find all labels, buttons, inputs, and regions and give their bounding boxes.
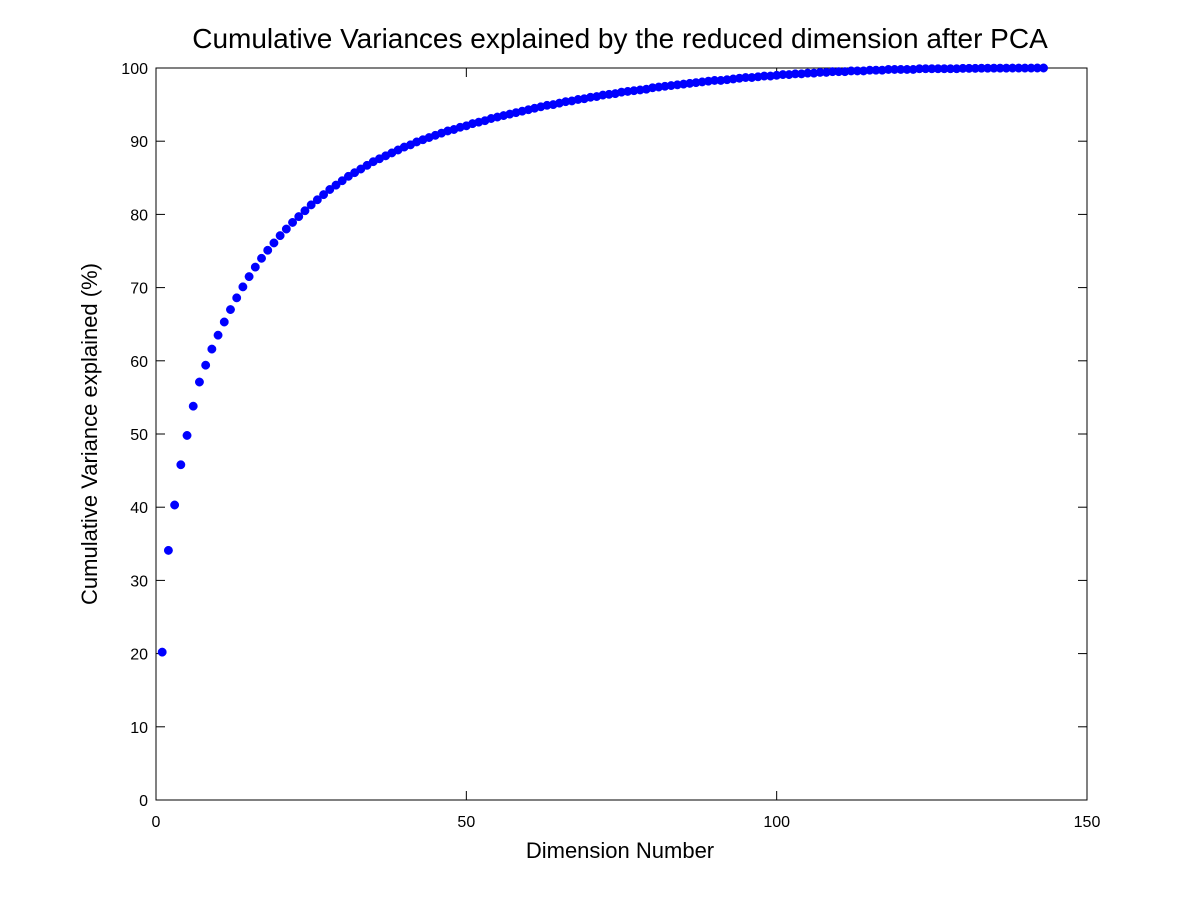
data-point [319,190,329,200]
data-point [269,238,279,248]
x-tick-label: 100 [763,814,790,831]
plot-area-frame [155,67,1088,801]
data-point [325,185,335,194]
data-point [213,330,223,340]
data-point [244,272,254,282]
data-point [263,245,273,255]
data-point [250,262,260,272]
data-point [176,460,186,470]
data-point [182,431,192,440]
y-tick-label: 10 [130,720,148,737]
y-tick-label: 30 [130,573,148,590]
x-axis-label: Dimension Number [526,838,714,863]
x-tick-label: 0 [152,814,161,831]
data-point [288,218,297,227]
data-point [226,305,235,315]
data-point [157,647,167,657]
data-point [232,293,242,303]
data-points [157,63,1049,657]
data-point [163,545,173,555]
chart-title: Cumulative Variances explained by the re… [192,23,1048,54]
data-point [219,317,229,327]
y-tick-label: 50 [130,427,148,444]
x-tick-label: 50 [457,814,475,831]
data-point [170,500,180,510]
y-tick-label: 40 [130,500,148,517]
data-point [300,206,310,216]
data-point [194,377,204,387]
y-tick-label: 90 [130,134,148,151]
data-point [207,344,217,354]
data-point [257,253,266,263]
data-point [281,224,291,234]
y-tick-label: 60 [130,354,148,371]
data-point [201,360,211,370]
y-tick-label: 20 [130,647,148,664]
data-point [238,282,248,292]
data-point [1039,63,1049,73]
data-point [337,176,347,186]
axis-ticks: 0 50 100 150 0 10 20 30 40 50 60 70 80 90 100 [121,61,1100,831]
data-point [331,180,341,190]
y-axis-label: Cumulative Variance explained (%) [77,263,102,605]
data-point [312,195,322,205]
y-tick-label: 0 [139,793,148,810]
data-point [275,231,285,241]
data-point [306,200,316,210]
data-point [188,401,198,411]
y-tick-label: 100 [121,61,148,78]
y-tick-label: 80 [130,207,148,224]
data-point [294,212,304,222]
x-tick-label: 150 [1074,814,1101,831]
y-tick-label: 70 [130,281,148,298]
